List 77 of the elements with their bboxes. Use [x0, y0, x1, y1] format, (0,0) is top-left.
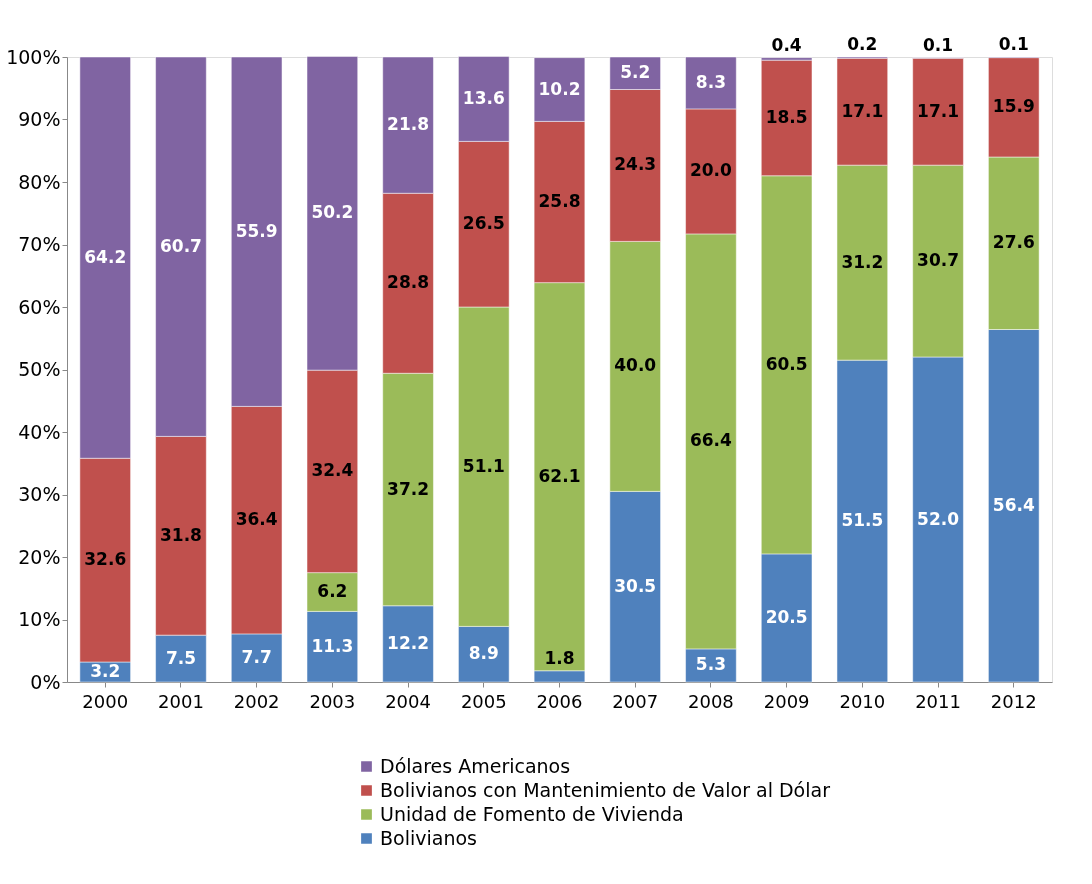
y-tick-label: 80% [18, 170, 61, 193]
data-label: 64.2 [84, 246, 127, 267]
x-tick-label: 2011 [915, 690, 961, 712]
data-label: 50.2 [311, 202, 354, 223]
data-label: 31.2 [841, 251, 884, 272]
data-label: 51.5 [841, 510, 884, 531]
data-label: 3.2 [90, 661, 121, 681]
data-label: 27.6 [992, 232, 1035, 253]
x-tick-label: 2000 [82, 690, 129, 712]
data-label: 8.9 [468, 643, 499, 664]
data-label: 17.1 [917, 100, 960, 121]
data-label: 12.2 [387, 632, 430, 653]
data-label: 62.1 [538, 465, 581, 486]
x-tick-label: 2002 [233, 690, 280, 712]
data-label: 5.2 [620, 62, 651, 83]
legend-label: Bolivianos [380, 826, 477, 849]
data-label: 0.2 [847, 34, 878, 54]
data-label: 13.6 [462, 87, 505, 108]
data-label: 31.8 [159, 524, 202, 545]
data-label: 0.1 [998, 34, 1029, 54]
data-label: 10.2 [538, 78, 581, 99]
data-label: 40.0 [614, 355, 657, 376]
x-tick-label: 2003 [309, 690, 356, 712]
y-tick-label: 60% [18, 295, 61, 318]
data-label: 0.4 [771, 34, 802, 55]
data-label: 0.1 [922, 34, 954, 55]
legend-label: Dólares Americanos [380, 754, 571, 777]
data-label: 51.1 [462, 455, 505, 476]
x-tick-label: 2004 [385, 690, 431, 712]
y-tick-label: 50% [18, 358, 61, 380]
data-label: 36.4 [235, 509, 278, 530]
data-label: 8.3 [695, 71, 726, 92]
data-label: 20.5 [765, 606, 808, 627]
data-label: 37.2 [387, 478, 430, 499]
data-label: 32.6 [84, 549, 127, 570]
data-label: 28.8 [387, 272, 430, 293]
data-label: 1.8 [544, 647, 575, 668]
x-tick-label: 2005 [460, 690, 507, 712]
data-label: 21.8 [387, 114, 430, 135]
data-label: 60.5 [765, 353, 808, 374]
data-label: 15.9 [992, 96, 1035, 117]
y-tick-label: 10% [18, 608, 61, 630]
y-tick-label: 0% [30, 670, 61, 693]
x-tick-label: 2007 [612, 690, 659, 712]
x-tick-label: 2008 [688, 690, 734, 712]
x-tick-label: 2010 [839, 690, 886, 712]
data-label: 7.5 [165, 647, 197, 668]
data-label: 20.0 [689, 160, 733, 181]
y-tick-label: 70% [18, 233, 61, 255]
data-label: 55.9 [235, 220, 278, 241]
y-tick-label: 40% [18, 420, 61, 443]
data-label: 25.8 [538, 191, 581, 211]
x-tick-label: 2012 [990, 690, 1037, 712]
x-tick-label: 2001 [158, 690, 204, 712]
data-label: 52.0 [917, 508, 960, 529]
data-label: 30.7 [917, 250, 960, 271]
data-label: 18.5 [765, 106, 808, 127]
data-label: 32.4 [311, 460, 354, 481]
data-label: 26.5 [462, 213, 505, 234]
data-label: 56.4 [992, 494, 1035, 515]
data-label: 17.1 [841, 100, 884, 121]
x-tick-label: 2009 [763, 690, 810, 712]
y-tick-label: 100% [6, 45, 61, 68]
data-label: 66.4 [689, 430, 733, 451]
y-tick-label: 90% [18, 108, 61, 130]
legend-label: Bolivianos con Mantenimiento de Valor al Dólar [380, 778, 831, 801]
y-tick-label: 30% [18, 483, 61, 505]
legend-label: Unidad de Fomento de Vivienda [380, 802, 684, 825]
data-label: 60.7 [159, 235, 202, 256]
data-label: 11.3 [311, 635, 354, 656]
x-tick-label: 2006 [536, 690, 583, 712]
data-label: 7.7 [241, 646, 272, 667]
data-label: 5.3 [695, 654, 726, 675]
data-label: 24.3 [614, 154, 657, 175]
y-tick-label: 20% [18, 545, 61, 568]
data-label: 6.2 [317, 581, 348, 601]
data-label: 30.5 [614, 575, 657, 596]
